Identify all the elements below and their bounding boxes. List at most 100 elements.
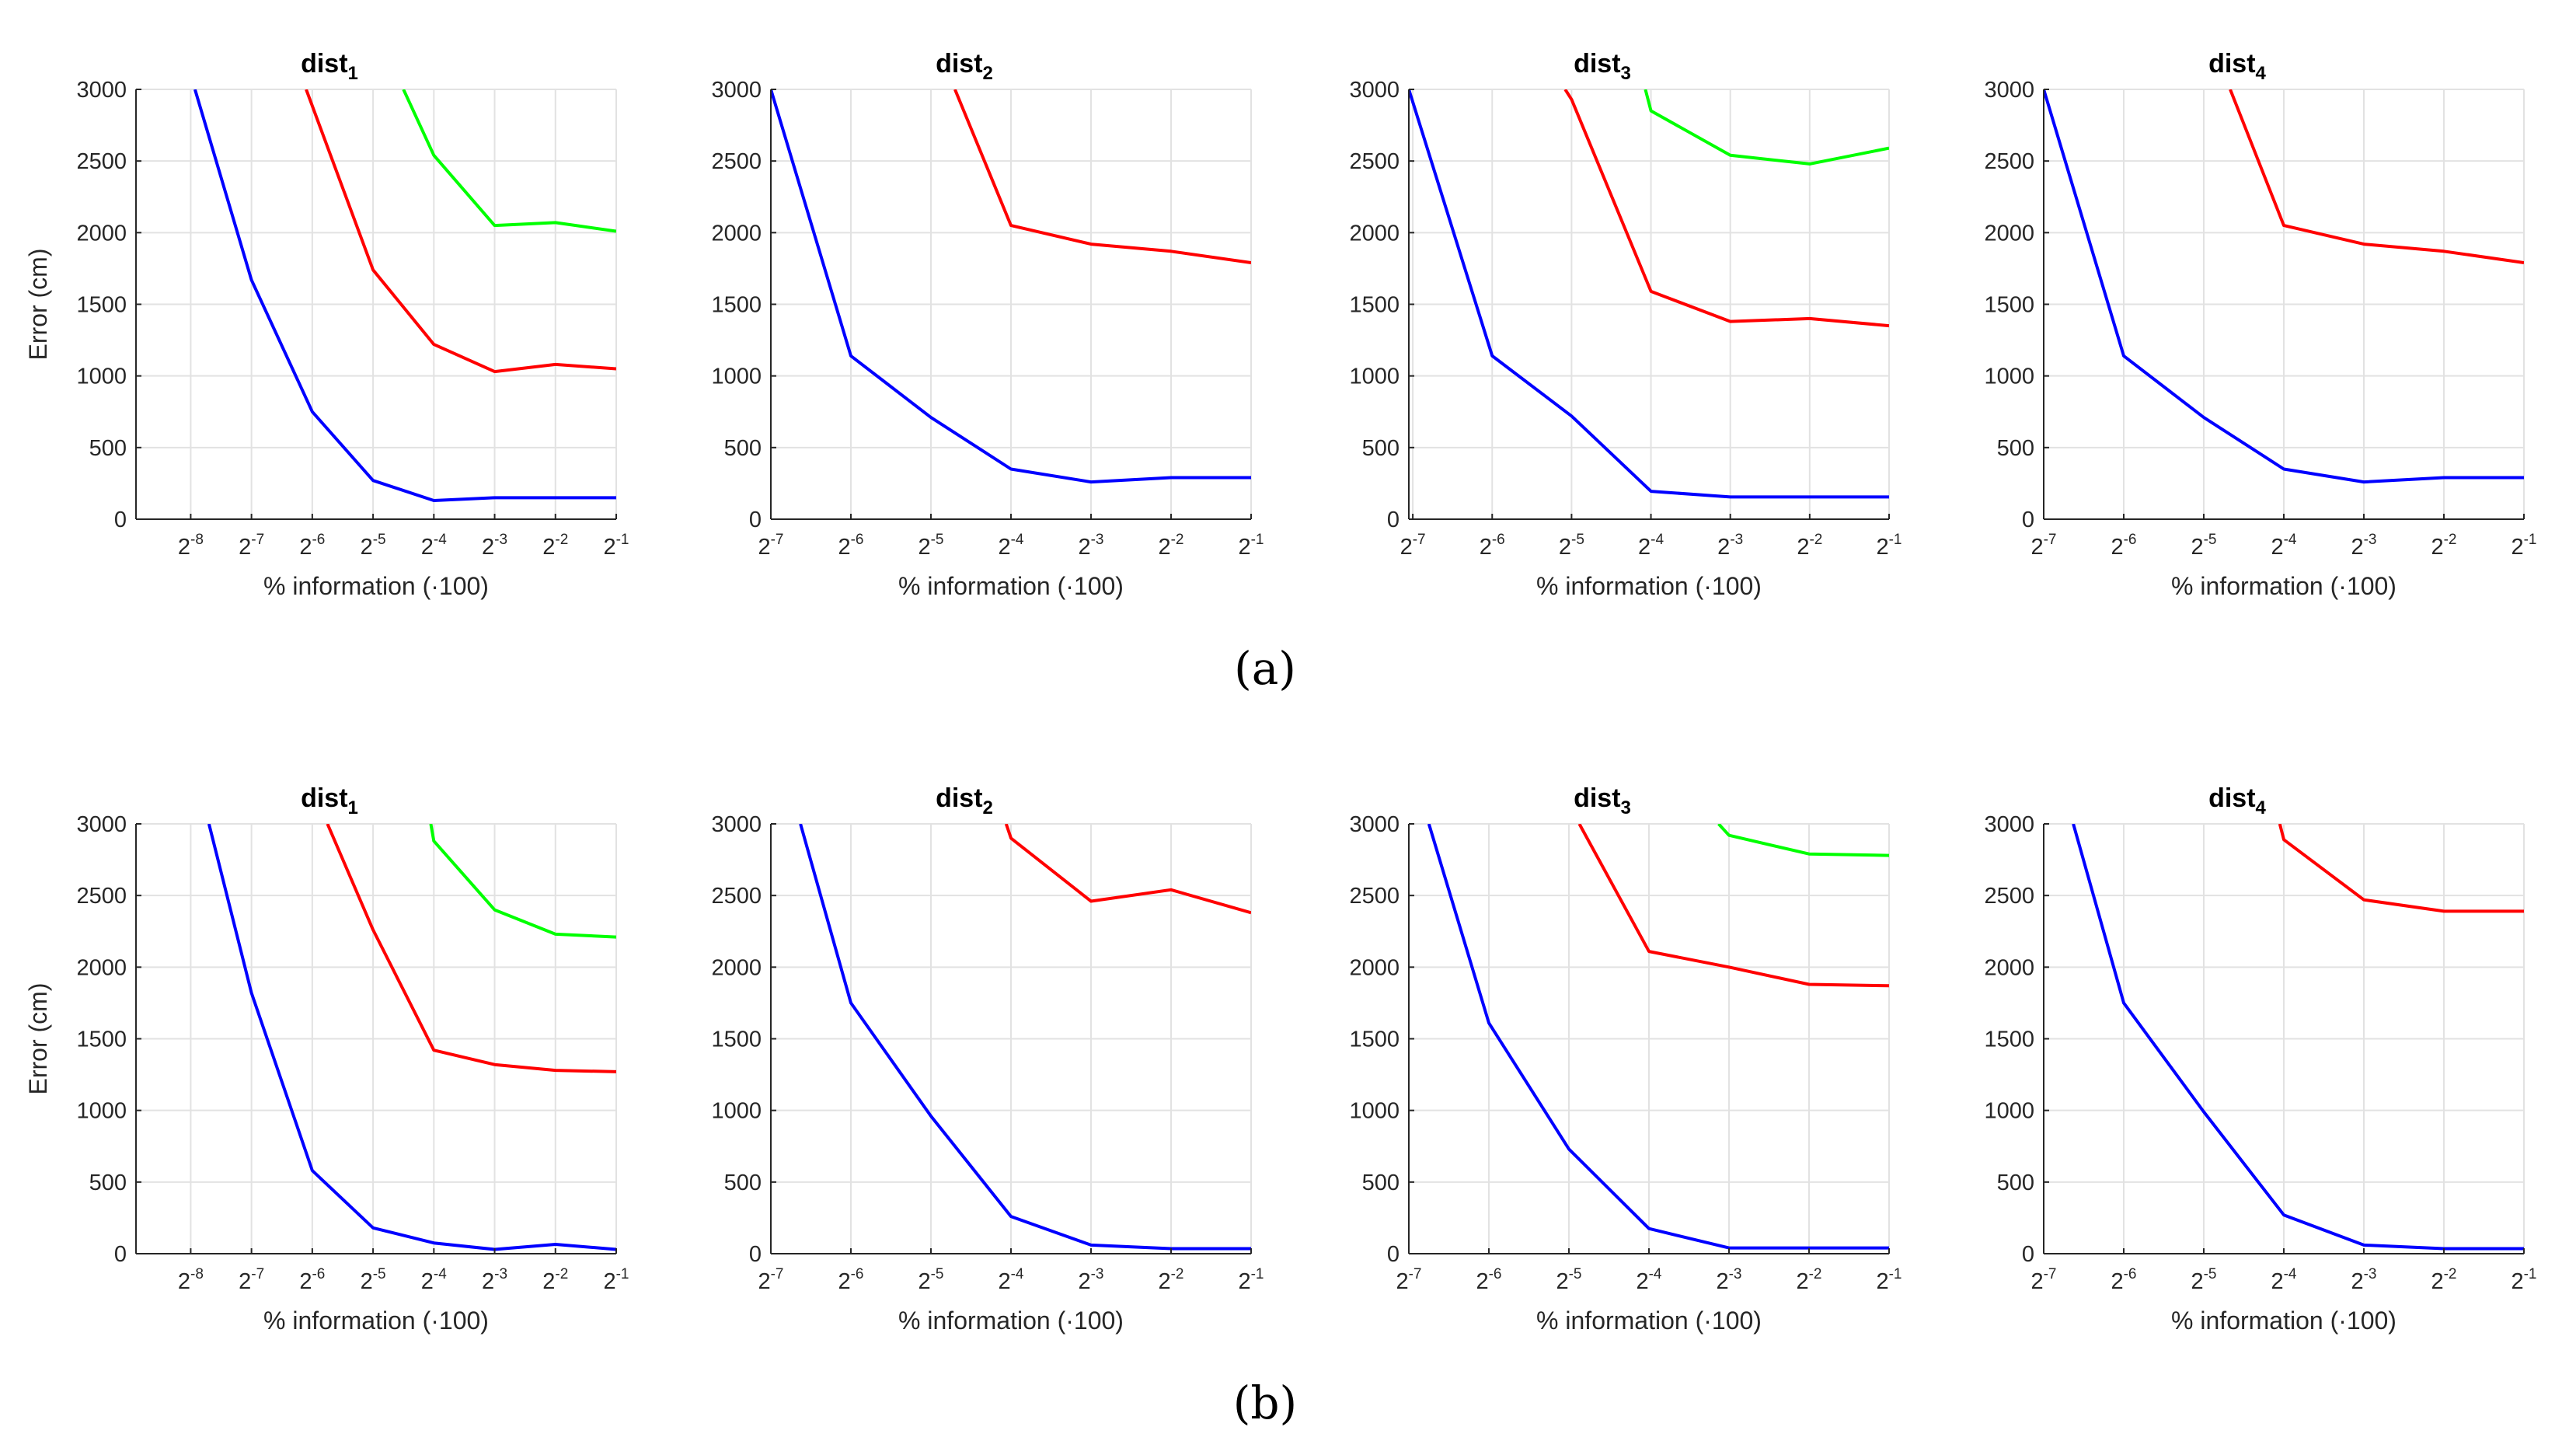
x-tick-label-base: 2 xyxy=(1158,535,1170,560)
x-tick-label-base: 2 xyxy=(1476,1269,1488,1294)
x-tick-label-exponent: -3 xyxy=(494,1266,507,1282)
panel-label-a: (a) xyxy=(1234,642,1296,695)
x-tick-label-base: 2 xyxy=(1078,535,1090,560)
y-tick-label: 2500 xyxy=(1984,884,2034,909)
y-tick-label: 2000 xyxy=(1984,221,2034,246)
y-tick-label: 2500 xyxy=(1984,149,2034,174)
x-tick-label-base: 2 xyxy=(1876,535,1888,560)
x-tick-label-exponent: -6 xyxy=(1492,532,1505,548)
x-tick-label: 2-1 xyxy=(2511,532,2536,560)
chart-title: dist3 xyxy=(1574,783,1631,818)
y-tick-label: 3000 xyxy=(76,78,127,103)
y-tick-label: 500 xyxy=(724,1171,762,1195)
x-tick-label-exponent: -7 xyxy=(771,532,784,548)
x-tick-label-exponent: -6 xyxy=(2124,1266,2137,1282)
chart-title-main: dist xyxy=(2208,49,2255,79)
y-tick-label: 1500 xyxy=(1984,293,2034,318)
x-tick-label: 2-4 xyxy=(1638,532,1664,560)
x-tick-label: 2-4 xyxy=(421,1266,447,1294)
x-tick-label-base: 2 xyxy=(758,535,770,560)
x-tick-label-base: 2 xyxy=(482,535,494,560)
x-tick-label-exponent: -4 xyxy=(1649,1266,1662,1282)
x-tick-label-exponent: -6 xyxy=(851,532,864,548)
series-line-blue xyxy=(2044,89,2524,484)
y-tick-label: 1000 xyxy=(76,365,127,389)
x-tick-label-base: 2 xyxy=(2271,535,2283,560)
x-tick-label-exponent: -7 xyxy=(251,1266,264,1282)
x-axis-label: % information (·100) xyxy=(1536,572,1762,600)
x-tick-label: 2-7 xyxy=(1396,1266,1421,1294)
x-tick-label-base: 2 xyxy=(361,535,373,560)
y-tick-label: 1000 xyxy=(1349,365,1400,389)
x-tick-label: 2-4 xyxy=(998,532,1023,560)
series-line-blue xyxy=(771,89,1251,484)
x-tick-label: 2-3 xyxy=(2351,532,2376,560)
x-tick-label: 2-6 xyxy=(2111,532,2136,560)
x-tick-label-exponent: -2 xyxy=(1171,1266,1184,1282)
x-tick-label: 2-3 xyxy=(1078,532,1103,560)
x-tick-label-exponent: -4 xyxy=(1011,532,1024,548)
y-tick-label: 1000 xyxy=(711,365,762,389)
x-tick-label-base: 2 xyxy=(421,1269,434,1294)
x-tick-label-base: 2 xyxy=(1556,1269,1568,1294)
x-tick-label-base: 2 xyxy=(361,1269,373,1294)
series-line-green xyxy=(402,89,616,233)
x-tick-label: 2-1 xyxy=(2511,1266,2536,1294)
x-axis-label: % information (·100) xyxy=(263,1307,489,1335)
x-tick-label-exponent: -4 xyxy=(434,532,447,548)
x-tick-label: 2-1 xyxy=(603,1266,629,1294)
x-tick-label: 2-2 xyxy=(1796,1266,1821,1294)
y-tick-label: 0 xyxy=(749,508,762,532)
y-tick-label: 2000 xyxy=(1984,955,2034,980)
x-tick-label-exponent: -5 xyxy=(931,1266,944,1282)
x-tick-label: 2-7 xyxy=(2030,1266,2056,1294)
x-tick-label-base: 2 xyxy=(1078,1269,1090,1294)
x-tick-label: 2-2 xyxy=(2431,532,2456,560)
y-tick-label: 2500 xyxy=(76,884,127,909)
y-tick-label: 1500 xyxy=(1984,1028,2034,1052)
y-tick-label: 3000 xyxy=(711,812,762,837)
x-tick-label: 2-2 xyxy=(542,532,568,560)
series-line-red xyxy=(2278,824,2524,913)
x-tick-label-exponent: -4 xyxy=(1011,1266,1024,1282)
x-tick-label-exponent: -6 xyxy=(2124,532,2137,548)
x-tick-label: 2-6 xyxy=(2111,1266,2136,1294)
x-tick-label-exponent: -6 xyxy=(1489,1266,1502,1282)
x-tick-label-base: 2 xyxy=(2030,1269,2043,1294)
x-tick-label-exponent: -2 xyxy=(1171,532,1184,548)
x-tick-label: 2-7 xyxy=(2030,532,2056,560)
series-line-red xyxy=(2229,89,2524,264)
x-tick-label: 2-8 xyxy=(178,532,204,560)
y-tick-label: 1500 xyxy=(711,1028,762,1052)
y-axis-label: Error (cm) xyxy=(24,249,52,361)
x-tick-label-base: 2 xyxy=(1716,1269,1728,1294)
y-tick-label: 2000 xyxy=(1349,955,1400,980)
x-tick-label-exponent: -3 xyxy=(494,532,507,548)
x-tick-label: 2-7 xyxy=(758,1266,783,1294)
x-axis-label: % information (·100) xyxy=(1536,1307,1762,1335)
x-tick-label: 2-4 xyxy=(1636,1266,1661,1294)
y-tick-label: 0 xyxy=(114,508,127,532)
chart-title-main: dist xyxy=(301,783,347,813)
x-tick-label-exponent: -5 xyxy=(931,532,944,548)
x-tick-label-exponent: -3 xyxy=(1730,532,1743,548)
y-tick-label: 1500 xyxy=(1349,293,1400,318)
y-tick-label: 2000 xyxy=(76,955,127,980)
x-tick-label: 2-5 xyxy=(918,1266,943,1294)
x-tick-label-exponent: -2 xyxy=(2444,532,2457,548)
y-tick-label: 1000 xyxy=(711,1099,762,1124)
series-line-red xyxy=(305,89,616,374)
x-tick-label: 2-7 xyxy=(239,532,264,560)
x-tick-label-exponent: -6 xyxy=(312,1266,325,1282)
x-tick-label: 2-7 xyxy=(1400,532,1426,560)
chart-title-main: dist xyxy=(936,49,982,79)
x-tick-label-exponent: -5 xyxy=(373,532,386,548)
x-tick-label-exponent: -1 xyxy=(1251,1266,1264,1282)
y-tick-label: 1000 xyxy=(1984,365,2034,389)
y-tick-label: 3000 xyxy=(1984,78,2034,103)
